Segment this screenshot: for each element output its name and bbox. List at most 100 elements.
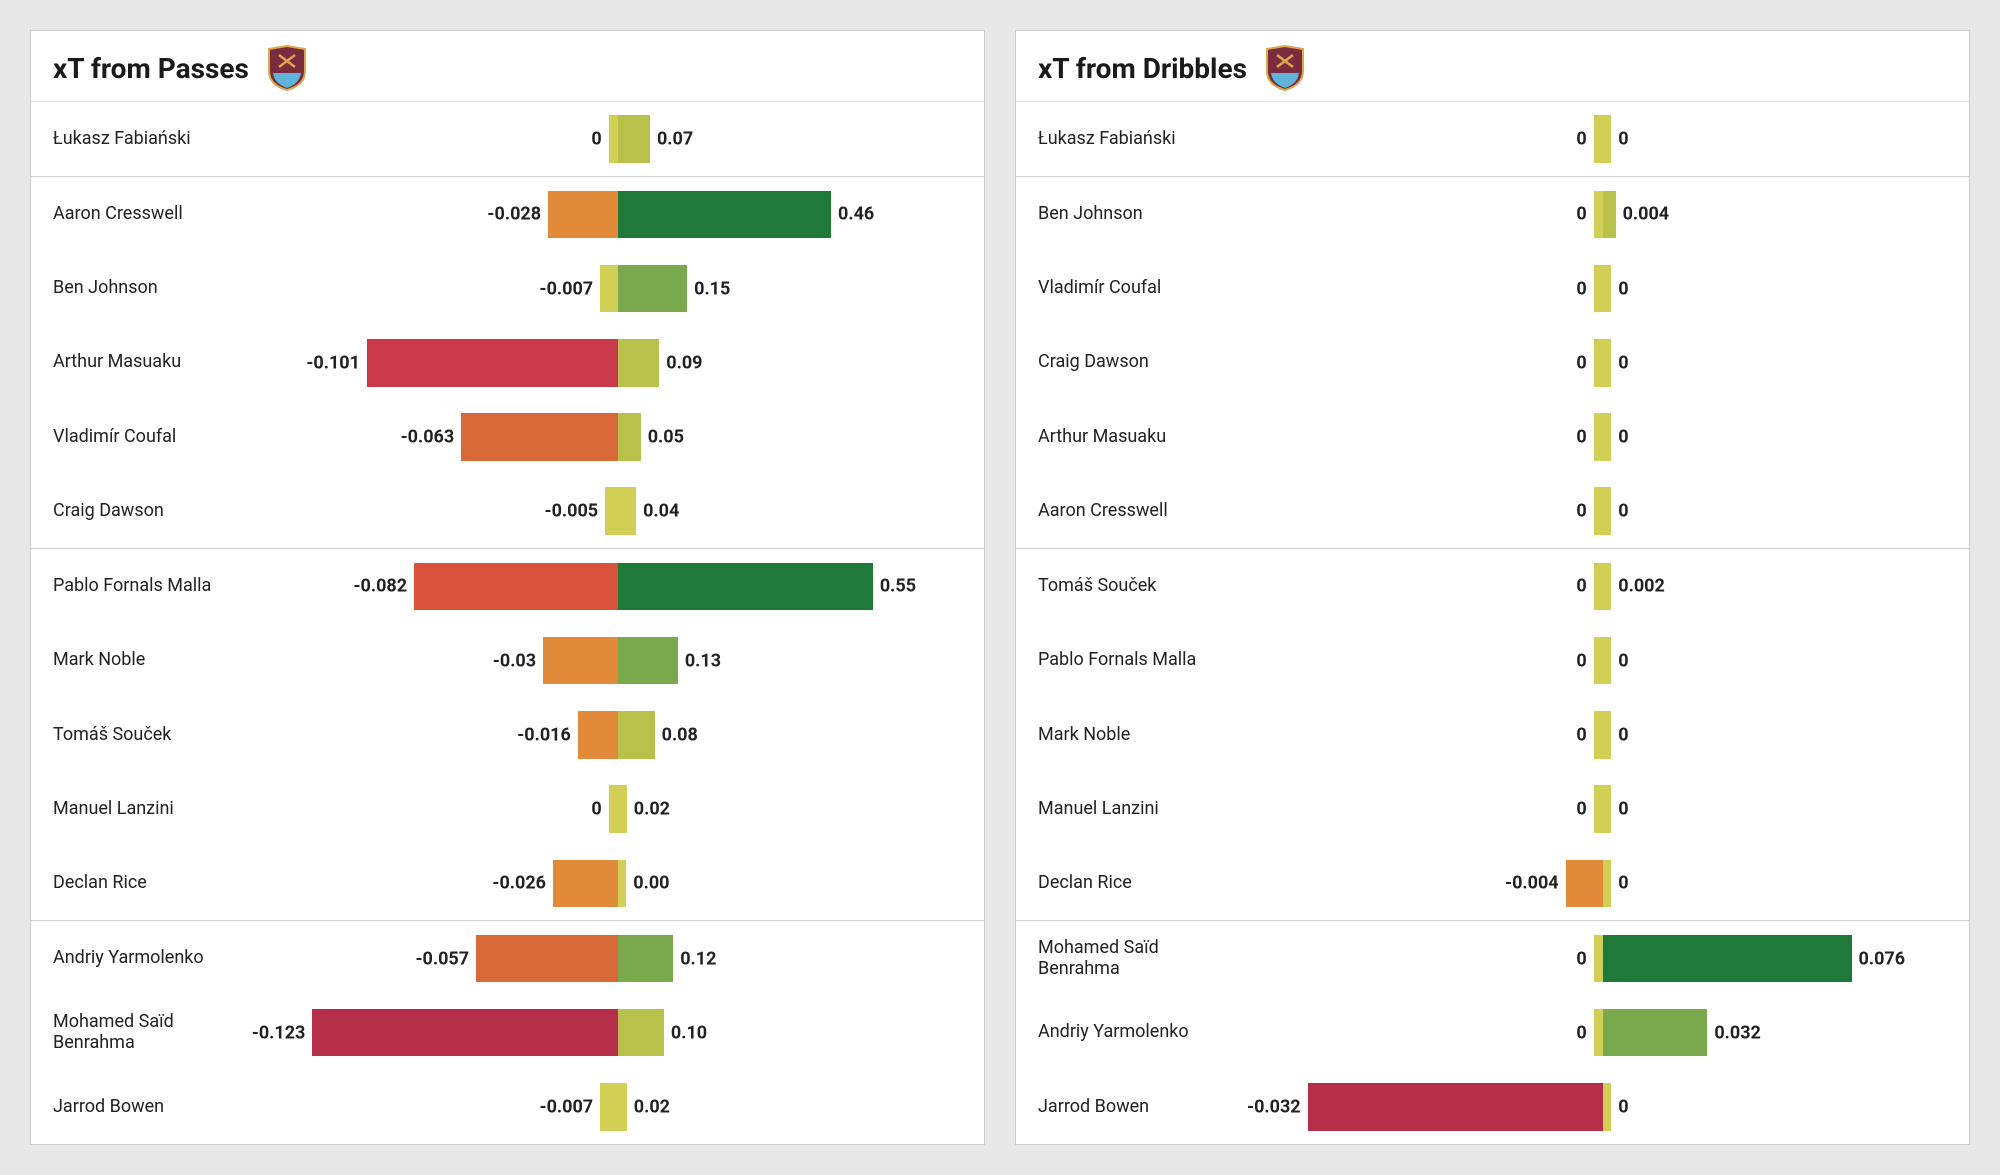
player-row: Tomáš Souček-0.0160.08	[31, 698, 984, 772]
player-name: Jarrod Bowen	[1016, 1070, 1236, 1144]
positive-value: 0.04	[643, 501, 679, 522]
player-name: Manuel Lanzini	[1016, 772, 1236, 846]
positive-bar	[1603, 637, 1612, 685]
positive-bar	[618, 935, 674, 983]
player-name: Arthur Masuaku	[1016, 400, 1236, 474]
bar-area: -0.063 0.05	[251, 400, 984, 474]
player-row: Aaron Cresswell-0.0280.46	[31, 176, 984, 251]
negative-value: 0	[1576, 724, 1586, 745]
player-row: Ben Johnson 0 0.004	[1016, 176, 1969, 251]
player-row: Andriy Yarmolenko00.032	[1016, 996, 1969, 1070]
negative-value: -0.005	[544, 501, 598, 522]
player-row: Pablo Fornals Malla-0.0820.55	[31, 548, 984, 623]
positive-value: 0	[1618, 426, 1628, 447]
positive-bar	[618, 860, 627, 908]
player-row: Declan Rice -0.026 0.00	[31, 846, 984, 920]
bar-area: -0.026 0.00	[251, 846, 984, 920]
bar-area: 00	[1236, 102, 1969, 176]
positive-value: 0.032	[1714, 1022, 1761, 1043]
positive-bar	[1603, 413, 1612, 461]
negative-bar	[1594, 115, 1603, 163]
positive-bar	[618, 785, 627, 833]
negative-bar	[312, 1009, 617, 1057]
negative-bar	[1594, 191, 1603, 239]
passes-title: xT from Passes	[53, 52, 249, 85]
team-crest-icon	[1265, 45, 1305, 91]
player-name: Łukasz Fabiański	[31, 102, 251, 176]
player-row: Declan Rice-0.0040	[1016, 846, 1969, 920]
passes-header: xT from Passes	[31, 31, 984, 102]
negative-bar	[1594, 563, 1603, 611]
positive-value: 0.00	[633, 873, 669, 894]
player-name: Tomáš Souček	[1016, 549, 1236, 623]
positive-value: 0	[1618, 1096, 1628, 1117]
player-row: Ben Johnson-0.0070.15	[31, 251, 984, 325]
player-name: Craig Dawson	[1016, 326, 1236, 400]
negative-bar	[414, 563, 617, 611]
negative-value: 0	[1576, 501, 1586, 522]
player-name: Vladimír Coufal	[1016, 251, 1236, 325]
bar-area: 00	[1236, 251, 1969, 325]
player-name: Ben Johnson	[1016, 177, 1236, 251]
player-name: Andriy Yarmolenko	[31, 921, 251, 995]
negative-value: 0	[1576, 204, 1586, 225]
player-row: Mark Noble -0.03 0.13	[31, 624, 984, 698]
negative-bar	[476, 935, 617, 983]
positive-bar	[1603, 711, 1612, 759]
player-name: Jarrod Bowen	[31, 1070, 251, 1144]
bar-area: 00	[1236, 624, 1969, 698]
player-name: Łukasz Fabiański	[1016, 102, 1236, 176]
negative-value: 0	[591, 799, 601, 820]
player-row: Arthur Masuaku00	[1016, 400, 1969, 474]
bar-area: -0.0070.15	[251, 251, 984, 325]
bar-area: 00	[1236, 698, 1969, 772]
negative-bar	[1594, 339, 1603, 387]
positive-bar	[618, 637, 678, 685]
player-row: Aaron Cresswell00	[1016, 474, 1969, 548]
dribbles-title: xT from Dribbles	[1038, 52, 1247, 85]
positive-value: 0.076	[1859, 948, 1906, 969]
positive-value: 0	[1618, 278, 1628, 299]
player-name: Declan Rice	[31, 846, 251, 920]
bar-area: -0.082 0.55	[251, 549, 984, 623]
negative-bar	[609, 785, 618, 833]
positive-bar	[1603, 563, 1612, 611]
negative-value: -0.063	[401, 426, 455, 447]
negative-value: -0.082	[353, 576, 407, 597]
player-name: Mark Noble	[31, 624, 251, 698]
positive-bar	[618, 115, 650, 163]
bar-area: -0.0570.12	[251, 921, 984, 995]
bar-area: 00.02	[251, 772, 984, 846]
player-row: Łukasz Fabiański00.07	[31, 102, 984, 176]
player-name: Tomáš Souček	[31, 698, 251, 772]
player-row: Łukasz Fabiański00	[1016, 102, 1969, 176]
player-row: Manuel Lanzini00.02	[31, 772, 984, 846]
positive-value: 0.05	[648, 426, 684, 447]
bar-area: -0.1010.09	[251, 326, 984, 400]
negative-bar	[600, 1083, 617, 1131]
positive-value: 0.07	[657, 129, 693, 150]
negative-value: -0.026	[492, 873, 546, 894]
bar-area: 00	[1236, 474, 1969, 548]
positive-value: 0.004	[1623, 204, 1670, 225]
positive-bar	[618, 711, 655, 759]
negative-bar	[553, 860, 618, 908]
positive-value: 0.02	[634, 1096, 670, 1117]
positive-value: 0	[1618, 724, 1628, 745]
negative-bar	[1594, 1009, 1603, 1057]
bar-area: -0.0160.08	[251, 698, 984, 772]
negative-bar	[600, 265, 617, 313]
negative-value: -0.03	[493, 650, 536, 671]
positive-value: 0	[1618, 129, 1628, 150]
player-row: Arthur Masuaku-0.1010.09	[31, 326, 984, 400]
player-name: Manuel Lanzini	[31, 772, 251, 846]
positive-bar	[618, 191, 832, 239]
positive-value: 0.55	[880, 576, 916, 597]
player-name: Ben Johnson	[31, 251, 251, 325]
bar-area: -0.005 0.04	[251, 474, 984, 548]
positive-bar	[618, 563, 873, 611]
passes-panel: xT from Passes Łukasz Fabiański00.07Aaro…	[30, 30, 985, 1145]
positive-value: 0	[1618, 650, 1628, 671]
positive-value: 0.13	[685, 650, 721, 671]
player-name: Aaron Cresswell	[1016, 474, 1236, 548]
